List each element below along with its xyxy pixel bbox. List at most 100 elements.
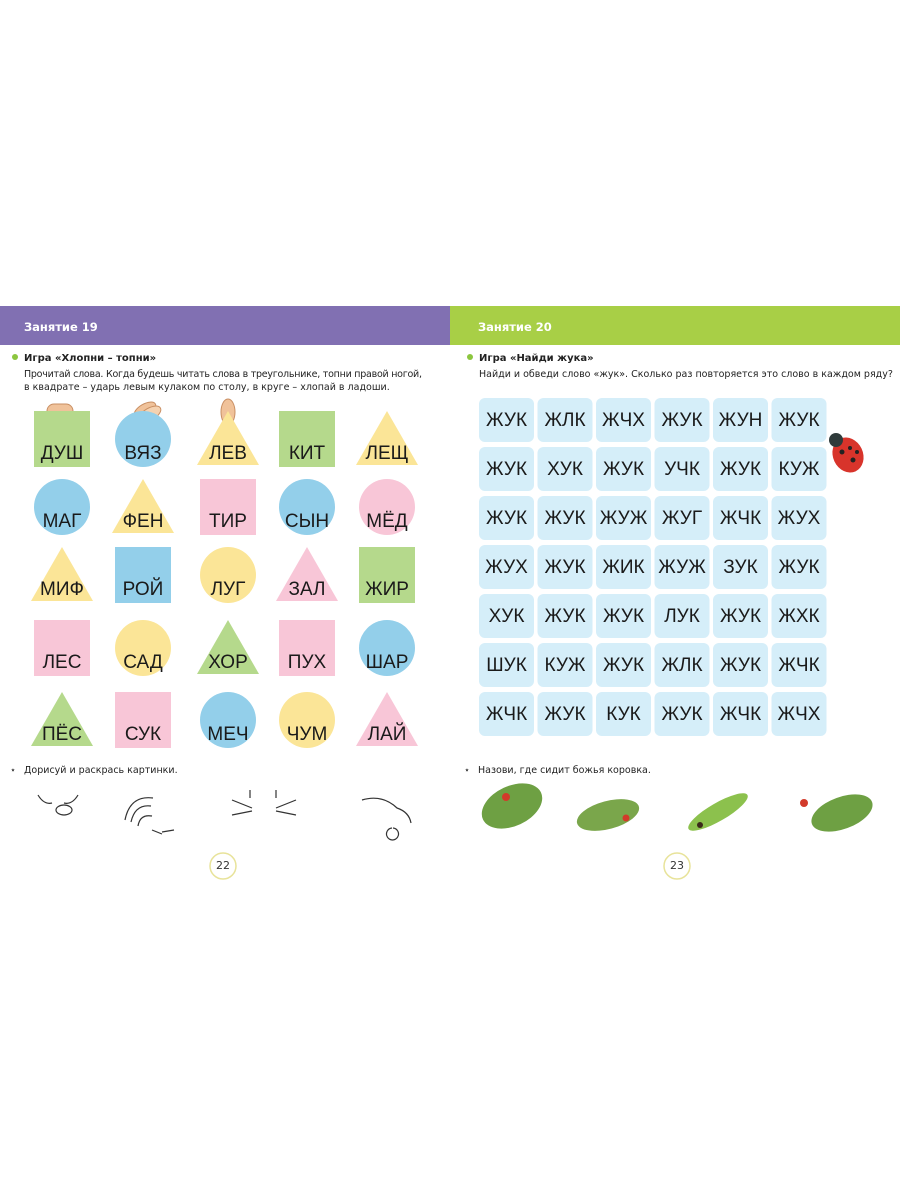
- word-tile: [654, 398, 710, 442]
- word: ЧУМ: [287, 724, 328, 745]
- word-tile: [654, 545, 710, 589]
- word-tile: [479, 643, 534, 687]
- square: [115, 547, 171, 603]
- word: ЛЕЩ: [366, 443, 409, 464]
- word-tile: [596, 545, 651, 589]
- circle: [359, 479, 415, 535]
- word: ЖУХ: [778, 508, 821, 529]
- word: ТИР: [209, 511, 247, 532]
- circle: [279, 692, 335, 748]
- word: ШУК: [486, 655, 527, 676]
- word: ЖУК: [486, 459, 527, 480]
- word: ЖУК: [603, 655, 644, 676]
- instruction: Найди и обведи слово «жук». Сколько раз …: [479, 369, 893, 380]
- instruction: в квадрате – ударь левым кулаком по стол…: [24, 382, 390, 393]
- word-tile: [654, 496, 710, 540]
- word-tile: [596, 398, 651, 442]
- word: ПЁС: [42, 724, 82, 745]
- word: ЖУК: [720, 459, 761, 480]
- square: [34, 411, 90, 467]
- word: ЛЕВ: [209, 443, 247, 464]
- word-tile: [713, 594, 768, 638]
- word-tile: [479, 594, 534, 638]
- word: СЫН: [285, 511, 329, 532]
- bonus-task: Дорисуй и раскрась картинки.: [24, 765, 178, 776]
- word: ЖУЖ: [658, 557, 706, 578]
- word-tile: [479, 398, 534, 442]
- word: ЖЛК: [544, 410, 585, 431]
- word: ЖУК: [486, 410, 527, 431]
- star: ⋆: [10, 765, 16, 776]
- word-tile: [713, 496, 768, 540]
- page-badge: [663, 852, 691, 880]
- word: КУК: [606, 704, 640, 725]
- square: [34, 620, 90, 676]
- word: ПУХ: [288, 652, 327, 673]
- drawing-hints: [37, 790, 412, 841]
- word: ФЕН: [123, 511, 164, 532]
- leaf-pictures: [481, 783, 873, 832]
- word: ЖУК: [544, 606, 585, 627]
- square: [200, 479, 256, 535]
- word-tile: [654, 643, 710, 687]
- bullet: [12, 354, 18, 360]
- word-tile: [771, 692, 827, 736]
- page-number: 23: [670, 859, 684, 872]
- header: Занятие 20: [478, 320, 552, 334]
- circle: [115, 620, 171, 676]
- word-tile: [479, 545, 534, 589]
- word: ЖУК: [778, 410, 819, 431]
- word: МЕЧ: [207, 724, 248, 745]
- word: ЗУК: [723, 557, 757, 578]
- square: [279, 411, 335, 467]
- page-number: 22: [216, 859, 230, 872]
- word-tile: [596, 496, 651, 540]
- word: МАГ: [43, 511, 82, 532]
- word-tile: [713, 447, 768, 491]
- word-tile: [713, 398, 768, 442]
- task-title: Игра «Найди жука»: [479, 353, 594, 364]
- word: ЖУК: [720, 606, 761, 627]
- square: [115, 692, 171, 748]
- word-tile: [596, 643, 651, 687]
- word-tile: [537, 545, 593, 589]
- triangle: [276, 547, 338, 601]
- square: [279, 620, 335, 676]
- word: РОЙ: [123, 578, 164, 600]
- word-tile: [771, 545, 827, 589]
- word-tile: [479, 692, 534, 736]
- word: ЖУН: [719, 410, 763, 431]
- word: ЛЕС: [43, 652, 82, 673]
- triangle: [197, 620, 259, 674]
- word-tile: [537, 643, 593, 687]
- header-bar-left: [0, 306, 450, 345]
- word: ЖЛК: [661, 655, 702, 676]
- word-tile: [537, 594, 593, 638]
- word: ХОР: [208, 652, 248, 673]
- word: ДУШ: [41, 443, 84, 464]
- word: ЖЧК: [486, 704, 527, 725]
- word: ЖУК: [544, 704, 585, 725]
- word: УЧК: [664, 459, 700, 480]
- circle: [200, 692, 256, 748]
- word: МЁД: [366, 511, 408, 532]
- word: ЖУК: [544, 508, 585, 529]
- word: ЖУК: [661, 704, 702, 725]
- task-title: Игра «Хлопни – топни»: [24, 353, 156, 364]
- word-tile: [596, 594, 651, 638]
- triangle: [112, 479, 174, 533]
- word: ЖУК: [603, 606, 644, 627]
- word: ЖЧХ: [778, 704, 821, 725]
- word: ЖУК: [661, 410, 702, 431]
- word: ЖИК: [602, 557, 644, 578]
- word: ЖУГ: [662, 508, 702, 529]
- triangle: [356, 692, 418, 746]
- word-tile: [537, 447, 593, 491]
- circle: [279, 479, 335, 535]
- word: ЖУК: [544, 557, 585, 578]
- word: ЖИР: [365, 579, 409, 600]
- word: ЛАЙ: [368, 723, 407, 745]
- word-tile: [771, 398, 827, 442]
- circle: [115, 411, 171, 467]
- word: КИТ: [289, 443, 326, 464]
